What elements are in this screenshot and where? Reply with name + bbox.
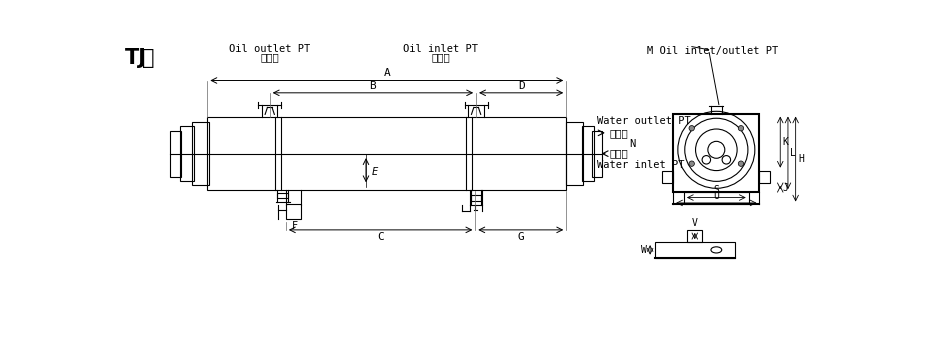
Text: K: K xyxy=(783,137,788,147)
Bar xyxy=(192,122,209,185)
Text: C: C xyxy=(377,232,384,242)
Text: U: U xyxy=(713,191,719,201)
Text: 油入口: 油入口 xyxy=(431,52,450,62)
Bar xyxy=(471,195,481,201)
Bar xyxy=(759,170,770,183)
Text: J: J xyxy=(783,183,788,193)
Text: Water inlet PT: Water inlet PT xyxy=(597,160,685,170)
Text: Water outlet PT: Water outlet PT xyxy=(597,116,691,126)
Circle shape xyxy=(738,126,744,131)
Text: D: D xyxy=(518,80,524,91)
Circle shape xyxy=(738,161,744,166)
Text: 型: 型 xyxy=(142,48,155,68)
Text: 出水口: 出水口 xyxy=(609,128,628,138)
Text: E: E xyxy=(372,167,378,177)
Bar xyxy=(207,118,566,190)
Bar xyxy=(593,131,601,177)
Text: 入水口: 入水口 xyxy=(609,149,628,159)
Circle shape xyxy=(689,161,694,166)
Text: L: L xyxy=(790,148,796,158)
Text: M Oil inlet/outlet PT: M Oil inlet/outlet PT xyxy=(647,46,778,56)
Text: A: A xyxy=(384,68,390,78)
Bar xyxy=(674,114,759,192)
Bar xyxy=(655,242,734,258)
Text: N: N xyxy=(629,139,636,149)
Bar xyxy=(566,122,583,185)
Circle shape xyxy=(689,126,694,131)
Bar xyxy=(687,230,702,242)
Text: S: S xyxy=(713,185,719,195)
Text: V: V xyxy=(692,218,697,228)
Text: G: G xyxy=(518,232,524,242)
Text: Oil outlet PT: Oil outlet PT xyxy=(229,43,311,54)
Bar xyxy=(170,131,181,177)
Text: 油出口: 油出口 xyxy=(260,52,279,62)
Bar xyxy=(180,126,194,181)
Bar xyxy=(277,193,288,198)
Text: F: F xyxy=(292,220,298,231)
Text: H: H xyxy=(798,154,804,164)
Bar xyxy=(286,204,301,219)
Bar xyxy=(662,170,674,183)
Text: Oil inlet PT: Oil inlet PT xyxy=(403,43,478,54)
Bar xyxy=(684,192,749,204)
Text: TJ: TJ xyxy=(125,48,147,68)
Text: W: W xyxy=(641,245,647,255)
Bar xyxy=(581,126,594,181)
Text: B: B xyxy=(370,80,376,91)
